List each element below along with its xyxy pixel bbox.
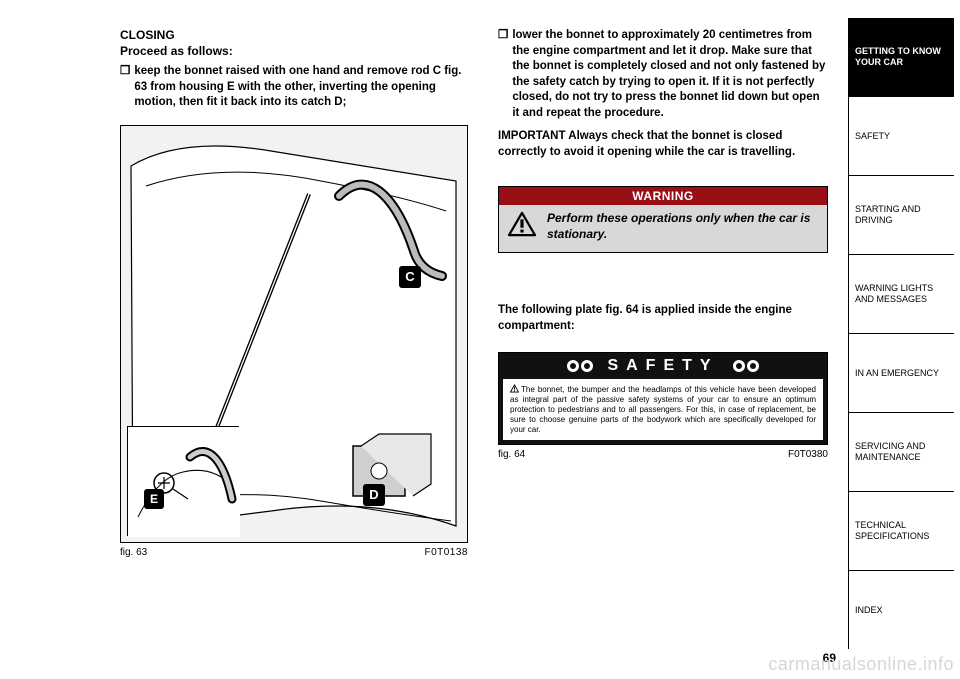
right-bullet-text: lower the bonnet to approximately 20 cen… [512,28,828,121]
safety-plate-body: The bonnet, the bumper and the headlamps… [503,379,823,440]
figure-63: C D E [120,125,468,543]
sidebar-item-warning-lights[interactable]: WARNING LIGHTS AND MESSAGES [849,255,954,334]
sidebar-item-safety[interactable]: SAFETY [849,97,954,176]
warning-header: WARNING [499,187,827,205]
watermark: carmanualsonline.info [768,654,954,675]
sidebar-item-starting-driving[interactable]: STARTING AND DRIVING [849,176,954,255]
left-column: CLOSING Proceed as follows: ❒ keep the b… [120,28,470,669]
section-sidebar: GETTING TO KNOW YOUR CAR SAFETY STARTING… [848,18,954,649]
warning-body: Perform these operations only when the c… [499,205,827,252]
right-bullet: ❒ lower the bonnet to approximately 20 c… [498,28,828,121]
figure-64-caption: fig. 64 F0T0380 [498,449,828,460]
left-bullet-text: keep the bonnet raised with one hand and… [134,64,470,111]
plate-dot-icon [747,360,759,372]
plate-dots-right [733,360,759,372]
page: CLOSING Proceed as follows: ❒ keep the b… [0,0,960,679]
figure-63-caption: fig. 63 F0T0138 [120,547,468,558]
important-note: IMPORTANT Always check that the bonnet i… [498,129,828,160]
safety-plate-word: SAFETY [601,357,724,375]
figure-label-c: C [399,266,421,288]
sidebar-item-getting-to-know[interactable]: GETTING TO KNOW YOUR CAR [849,18,954,97]
content-area: CLOSING Proceed as follows: ❒ keep the b… [0,0,848,679]
warning-triangle-icon [510,384,519,393]
figure-label-e: E [144,489,164,509]
sidebar-item-index[interactable]: INDEX [849,571,954,649]
bullet-marker-icon: ❒ [498,28,508,121]
proceed-subheading: Proceed as follows: [120,44,470,58]
plate-dot-icon [567,360,579,372]
plate-dot-icon [733,360,745,372]
bullet-marker-icon: ❒ [120,64,130,111]
right-column: ❒ lower the bonnet to approximately 20 c… [498,28,828,669]
sidebar-item-emergency[interactable]: IN AN EMERGENCY [849,334,954,413]
safety-plate: SAFETY The bonnet, the bumper and the he… [498,352,828,445]
sidebar-item-tech-specs[interactable]: TECHNICAL SPECIFICATIONS [849,492,954,571]
figure-63-caption-right: F0T0138 [424,547,468,558]
safety-plate-body-text: The bonnet, the bumper and the headlamps… [510,385,816,434]
plate-dots-left [567,360,593,372]
figure-63-caption-left: fig. 63 [120,547,147,558]
plate-intro-text: The following plate fig. 64 is applied i… [498,303,828,334]
figure-63-inset-svg [128,427,240,537]
left-bullet: ❒ keep the bonnet raised with one hand a… [120,64,470,111]
plate-dot-icon [581,360,593,372]
sidebar-item-servicing[interactable]: SERVICING AND MAINTENANCE [849,413,954,492]
warning-box: WARNING Perform these operations only wh… [498,186,828,253]
figure-64-caption-left: fig. 64 [498,449,525,460]
warning-triangle-icon [507,211,537,237]
warning-text: Perform these operations only when the c… [547,211,817,242]
safety-plate-header: SAFETY [499,353,827,379]
figure-64-caption-right: F0T0380 [788,449,828,460]
figure-label-d: D [363,484,385,506]
closing-heading: CLOSING [120,28,470,42]
figure-63-inset: E [127,426,239,536]
